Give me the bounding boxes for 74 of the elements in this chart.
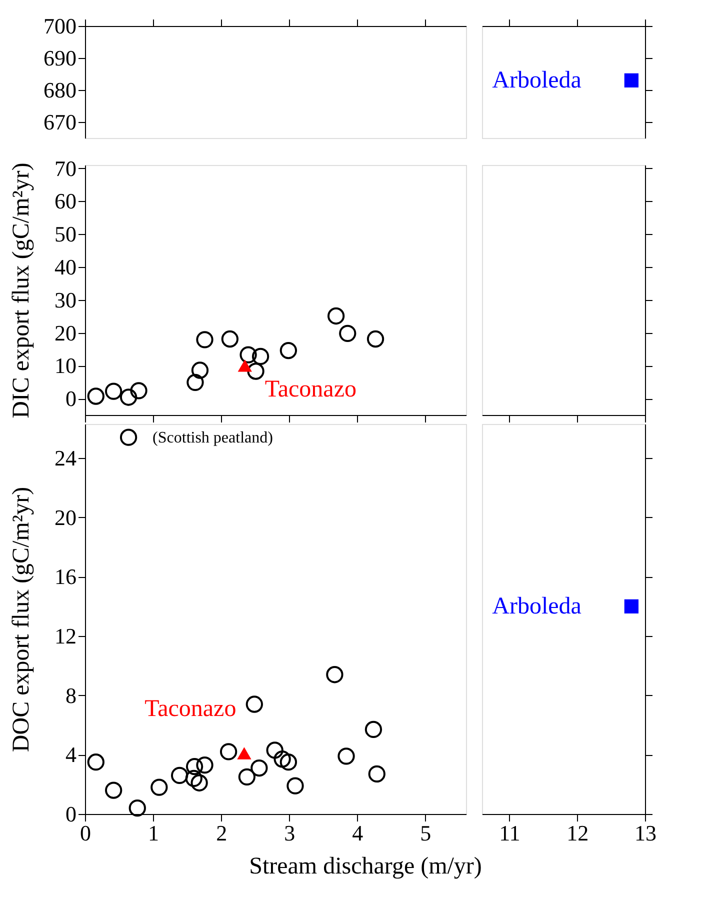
y-tick-label: 0: [66, 802, 76, 826]
x-tick-label: 3: [284, 820, 296, 846]
annotation: Arboleda: [492, 593, 582, 620]
point: [104, 782, 122, 799]
x-tick-label: 13: [634, 820, 656, 846]
point: [221, 330, 238, 348]
point: [170, 766, 188, 784]
y-tick-label: 4: [66, 742, 76, 768]
y-tick-label: 16: [54, 564, 76, 590]
point: [274, 750, 291, 768]
annotation: Taconazo: [264, 376, 356, 403]
point: [104, 382, 122, 400]
annotation: Taconazo: [144, 696, 236, 722]
point: [190, 774, 208, 792]
point: [364, 720, 382, 738]
point: [326, 666, 344, 684]
point: [87, 388, 104, 405]
y-tick-label: 8: [66, 682, 76, 708]
y-tick-label: 12: [54, 624, 76, 649]
y-tick-label: 20: [54, 320, 76, 346]
point: [280, 342, 298, 360]
y-tick-label: 670: [44, 110, 76, 134]
y-tick-label: 700: [44, 14, 76, 38]
point: [338, 748, 355, 765]
point: [237, 747, 252, 760]
point: [339, 324, 356, 342]
y-axis-title: DOC export flux (gC/m²yr): [8, 486, 34, 752]
y-tick-label: 30: [54, 287, 76, 312]
x-tick-label: 4: [352, 820, 364, 846]
point: [266, 742, 284, 759]
point: [252, 348, 270, 366]
point: [196, 756, 214, 774]
y-tick-label: 690: [44, 46, 76, 70]
point: [191, 362, 209, 379]
x-tick-label: 11: [499, 820, 520, 846]
y-tick-label: 40: [54, 254, 76, 280]
point: [368, 765, 386, 783]
y-tick-label: 50: [54, 222, 76, 247]
annotation: Arboleda: [492, 67, 582, 94]
point: [366, 330, 384, 348]
y-tick-label: 20: [54, 504, 76, 530]
point: [186, 374, 204, 391]
x-axis-title: Stream discharge (m/yr): [249, 854, 482, 880]
y-tick-label: 10: [54, 353, 76, 378]
point: [240, 346, 257, 364]
point: [128, 800, 146, 817]
point: [87, 754, 104, 771]
point: [120, 428, 138, 446]
point: [185, 770, 202, 787]
x-tick-label: 5: [420, 820, 432, 846]
point: [238, 360, 252, 372]
point: [120, 388, 138, 406]
y-tick-label: 70: [54, 156, 76, 181]
point: [186, 758, 204, 776]
x-tick-label: 1: [148, 820, 160, 846]
x-tick-label: 12: [566, 820, 589, 846]
point: [246, 696, 263, 713]
point: [247, 362, 264, 380]
point: [220, 743, 238, 760]
point: [327, 307, 345, 325]
point: [286, 777, 304, 794]
point: [280, 754, 298, 771]
point: [196, 331, 214, 348]
y-tick-label: 680: [44, 78, 76, 102]
point: [150, 778, 168, 796]
point: [250, 759, 268, 777]
y-tick-label: 0: [66, 386, 76, 412]
annotation: (Scottish peatland): [152, 429, 273, 446]
y-tick-label: 60: [54, 188, 76, 214]
point: [130, 382, 148, 400]
y-tick-label: 24: [54, 446, 76, 471]
y-axis-title: DIC export flux (gC/m²yr): [8, 162, 34, 418]
point: [238, 768, 256, 786]
x-tick-label: 2: [216, 820, 228, 846]
